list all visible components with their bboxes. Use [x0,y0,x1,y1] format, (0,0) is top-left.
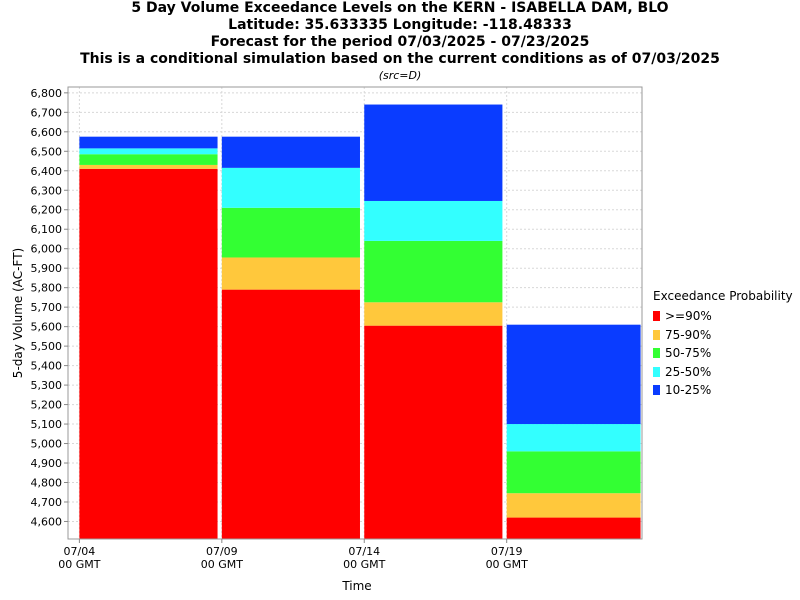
bars [79,104,641,540]
legend: Exceedance Probability >=90% 75-90% 50-75%… [653,289,793,400]
bar-0-segment-25-50% [79,148,218,155]
bar-1-segment-75-90% [221,257,360,290]
y-tick-label: 6,700 [31,106,63,119]
y-tick-label: 4,600 [31,515,63,528]
chart-subtitle-condition: This is a conditional simulation based o… [80,51,720,67]
legend-label: 50-75% [665,346,712,361]
x-tick-label-time: 00 GMT [58,558,101,571]
y-tick-label: 6,200 [31,204,63,217]
legend-swatch [653,311,660,322]
legend-swatch [653,329,660,340]
legend-label: >=90% [665,309,712,324]
x-tick-label-time: 00 GMT [201,558,244,571]
y-tick-label: 6,500 [31,145,63,158]
y-axis-label: 5-day Volume (AC-FT) [11,248,25,378]
x-tick-label-date: 07/09 [206,545,238,558]
legend-item: 10-25% [653,381,793,400]
source-note: (src=D) [378,69,422,82]
y-tick-label: 4,700 [31,496,63,509]
legend-label: 75-90% [665,327,712,342]
bar-2-segment-10-25% [364,104,503,201]
bar-0-segment->=90% [79,168,218,540]
legend-label: 10-25% [665,383,712,398]
y-tick-label: 5,000 [31,438,63,451]
bar-2-segment-75-90% [364,302,503,326]
bar-1-segment-10-25% [221,136,360,168]
bar-1-segment->=90% [221,289,360,539]
x-tick-label-date: 07/19 [491,545,523,558]
legend-swatch [653,366,660,377]
x-tick-label-time: 00 GMT [343,558,386,571]
y-tick-label: 4,800 [31,477,63,490]
x-tick-label-time: 00 GMT [486,558,529,571]
bar-1-segment-50-75% [221,207,360,258]
y-tick-label: 5,800 [31,282,63,295]
y-tick-label: 4,900 [31,457,63,470]
y-tick-label: 5,900 [31,262,63,275]
bar-3-segment-10-25% [506,324,641,425]
chart-subtitle-period: Forecast for the period 07/03/2025 - 07/… [210,34,590,50]
legend-swatch [653,348,660,359]
legend-title: Exceedance Probability [653,289,793,303]
chart-titles: 5 Day Volume Exceedance Levels on the KE… [0,0,800,83]
legend-item: >=90% [653,307,793,326]
x-tick-label-date: 07/14 [348,545,380,558]
chart-title: 5 Day Volume Exceedance Levels on the KE… [131,0,669,16]
legend-item: 75-90% [653,326,793,345]
legend-item: 25-50% [653,363,793,382]
legend-label: 25-50% [665,364,712,379]
bar-3-segment-50-75% [506,451,641,494]
y-tick-label: 5,700 [31,301,63,314]
x-tick-label-date: 07/04 [64,545,96,558]
legend-swatch [653,385,660,396]
chart-subtitle-location: Latitude: 35.633335 Longitude: -118.4833… [228,17,572,33]
bar-0-segment-10-25% [79,136,218,149]
y-axis: 4,600 4,700 4,800 4,900 5,000 5,100 5,200 5,300… [31,87,68,528]
bar-3-segment->=90% [506,517,641,539]
legend-item: 50-75% [653,344,793,363]
bar-3-segment-75-90% [506,493,641,518]
y-tick-label: 6,100 [31,223,63,236]
y-tick-label: 5,500 [31,340,63,353]
y-tick-label: 6,600 [31,126,63,139]
x-axis-label: Time [341,579,371,593]
y-tick-label: 5,400 [31,360,63,373]
bar-1-segment-25-50% [221,167,360,208]
bar-3-segment-25-50% [506,424,641,452]
bar-0-segment-50-75% [79,154,218,165]
y-tick-label: 6,800 [31,87,63,100]
bar-0-segment-75-90% [79,164,218,169]
plot-border [67,86,643,540]
y-tick-label: 6,400 [31,165,63,178]
y-tick-label: 5,600 [31,321,63,334]
bar-2-segment-50-75% [364,240,503,303]
y-tick-label: 5,100 [31,418,63,431]
bar-2-segment->=90% [364,325,503,539]
y-tick-label: 5,300 [31,379,63,392]
y-tick-label: 6,300 [31,184,63,197]
bar-2-segment-25-50% [364,200,503,241]
legend-items: >=90% 75-90% 50-75% 25-50% 10-25% [653,307,793,400]
y-tick-label: 6,000 [31,243,63,256]
y-tick-label: 5,200 [31,399,63,412]
